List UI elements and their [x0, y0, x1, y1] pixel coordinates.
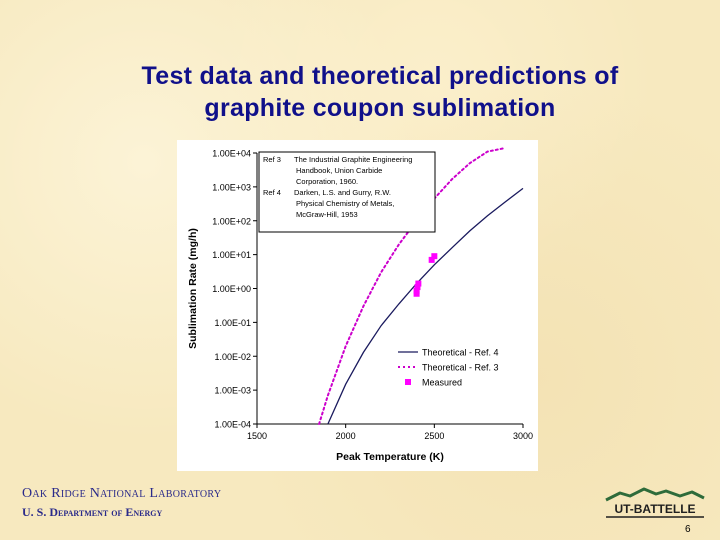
measured-point — [415, 280, 422, 287]
reference-key: Ref 4 — [263, 188, 281, 197]
measured-point — [428, 256, 435, 263]
y-tick-label: 1.00E-04 — [214, 420, 251, 430]
chart-panel: 1.00E+04 1.00E+03 1.00E+02 1.00E+01 1.00E+00… — [177, 140, 538, 471]
y-tick-label: 1.00E+01 — [212, 250, 251, 260]
legend-label: Measured — [422, 378, 462, 388]
sublimation-chart: 1.00E+04 1.00E+03 1.00E+02 1.00E+01 1.00E+00… — [187, 147, 533, 464]
y-tick-label: 1.00E-03 — [214, 386, 251, 396]
reference-line: Corporation, 1960. — [296, 177, 358, 186]
slide-title-line-1: Test data and theoretical predictions of — [141, 62, 619, 90]
y-tick-label: 1.00E+04 — [212, 149, 251, 159]
reference-line: Handbook, Union Carbide — [296, 166, 382, 175]
measured-point — [431, 253, 438, 260]
series-line — [318, 147, 507, 425]
page-number: 6 — [685, 524, 691, 535]
series-2 — [318, 147, 507, 425]
x-tick-label: 2500 — [424, 431, 444, 441]
legend-label: Theoretical - Ref. 4 — [422, 348, 499, 358]
measured-point — [413, 287, 420, 294]
x-tick-label: 3000 — [513, 431, 533, 441]
chart-legend: Theoretical - Ref. 4 Theoretical - Ref. 3… — [398, 348, 499, 388]
slide-title-line-2: graphite coupon sublimation — [204, 94, 556, 122]
reference-line: Physical Chemistry of Metals, — [296, 199, 394, 208]
slide-title: Test data and theoretical predictions of… — [40, 60, 720, 124]
chart-series-layer — [318, 147, 524, 425]
y-tick-label: 1.00E+00 — [212, 284, 251, 294]
footer-organization: Oak Ridge National Laboratory — [22, 486, 222, 501]
series-3 — [413, 253, 438, 297]
logo-text: UT-BATTELLE — [614, 502, 695, 516]
y-tick-label: 1.00E-01 — [214, 318, 251, 328]
reference-key: Ref 3 — [263, 155, 281, 164]
reference-line: The Industrial Graphite Engineering — [294, 155, 412, 164]
logo-mountain-icon — [605, 487, 705, 502]
x-axis-title: Peak Temperature (K) — [336, 451, 444, 463]
legend-swatch — [405, 379, 411, 385]
y-tick-label: 1.00E+03 — [212, 182, 251, 192]
series-line — [327, 187, 524, 425]
x-tick-label: 2000 — [336, 431, 356, 441]
reference-line: McGraw-Hill, 1953 — [296, 210, 358, 219]
series-1 — [327, 187, 524, 425]
footer-department: U. S. Department of Energy — [22, 505, 163, 519]
y-tick-label: 1.00E-02 — [214, 352, 251, 362]
reference-line: Darken, L.S. and Gurry, R.W. — [294, 188, 391, 197]
references-box: Ref 3 The Industrial Graphite Engineering… — [258, 151, 436, 233]
y-tick-label: 1.00E+02 — [212, 216, 251, 226]
y-axis-title: Sublimation Rate (mg/h) — [187, 228, 199, 349]
chart-axes: 1.00E+04 1.00E+03 1.00E+02 1.00E+01 1.00E+00… — [187, 149, 533, 464]
references-box-frame — [258, 151, 436, 233]
legend-label: Theoretical - Ref. 3 — [422, 363, 499, 373]
measured-point — [414, 284, 421, 291]
ut-battelle-logo: UT-BATTELLE — [605, 487, 705, 518]
x-tick-label: 1500 — [247, 431, 267, 441]
